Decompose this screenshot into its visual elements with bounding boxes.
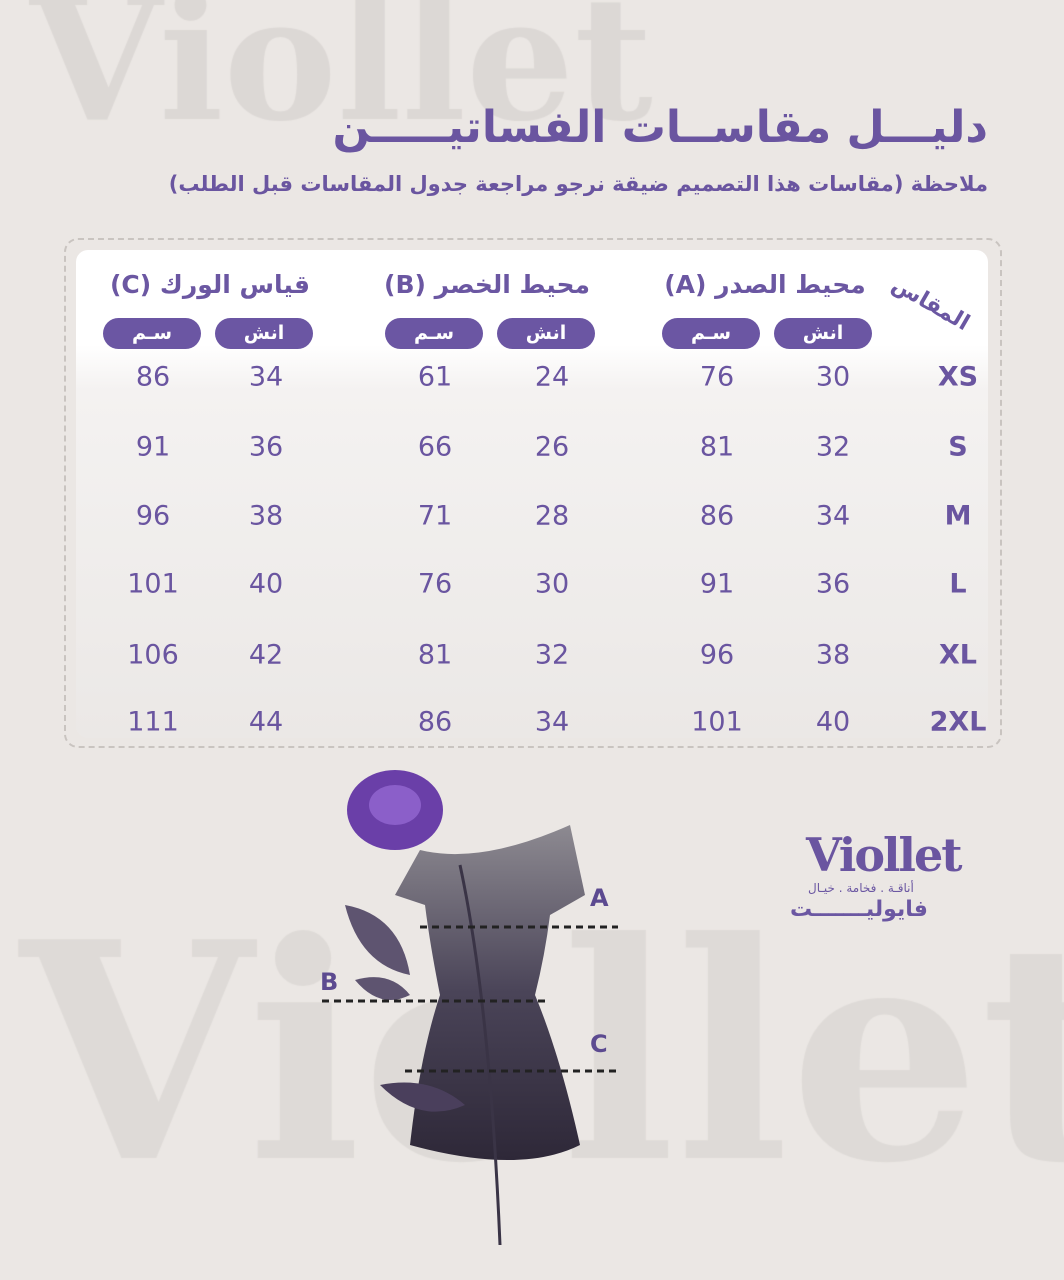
table-cell: 106 (127, 639, 179, 671)
brand-logo: Viollet (806, 828, 963, 882)
table-cell: 76 (417, 568, 453, 600)
table-cell: 44 (248, 706, 284, 738)
table-cell: 111 (127, 706, 179, 738)
unit-pill-inch: انش (497, 318, 595, 349)
leaf-icon (355, 977, 410, 1000)
table-cell: 28 (534, 500, 570, 532)
table-cell: 81 (417, 639, 453, 671)
size-label: S (948, 431, 968, 463)
unit-pill-inch: انش (774, 318, 872, 349)
unit-pill-cm: سـم (103, 318, 201, 349)
unit-pill-cm: سـم (662, 318, 760, 349)
table-frame (64, 238, 1002, 748)
column-group-header: قياس الورك (C) (109, 270, 311, 299)
unit-pill-inch: انش (215, 318, 313, 349)
table-cell: 34 (815, 500, 851, 532)
table-cell: 36 (248, 431, 284, 463)
table-cell: 40 (248, 568, 284, 600)
size-label: L (949, 568, 967, 600)
table-cell: 96 (135, 500, 171, 532)
table-cell: 66 (417, 431, 453, 463)
table-cell: 32 (815, 431, 851, 463)
table-cell: 96 (699, 639, 735, 671)
brand-arabic-name: فايوليـــــــت (790, 897, 928, 922)
table-cell: 86 (417, 706, 453, 738)
brand-tagline: أناقـة . فخامة . خيـال (808, 881, 914, 895)
table-cell: 101 (127, 568, 179, 600)
table-cell: 81 (699, 431, 735, 463)
table-cell: 34 (248, 361, 284, 393)
table-cell: 30 (534, 568, 570, 600)
size-note: ملاحظة (مقاسات هذا التصميم ضيقة نرجو مرا… (168, 172, 988, 196)
table-cell: 101 (691, 706, 743, 738)
table-cell: 42 (248, 639, 284, 671)
label-b: B (320, 968, 339, 996)
size-label: 2XL (929, 706, 987, 738)
size-label: M (944, 500, 972, 532)
table-cell: 38 (248, 500, 284, 532)
table-cell: 76 (699, 361, 735, 393)
rose-center (369, 785, 421, 825)
table-cell: 36 (815, 568, 851, 600)
table-cell: 34 (534, 706, 570, 738)
label-c: C (590, 1030, 608, 1058)
table-cell: 91 (699, 568, 735, 600)
table-cell: 32 (534, 639, 570, 671)
table-cell: 26 (534, 431, 570, 463)
table-cell: 61 (417, 361, 453, 393)
page-title: دليـــل مقاســات الفساتيـــــن (332, 102, 988, 153)
size-label: XS (937, 361, 979, 393)
table-cell: 71 (417, 500, 453, 532)
leaf-icon (380, 1082, 465, 1112)
unit-pill-cm: سـم (385, 318, 483, 349)
leaf-icon (345, 905, 410, 975)
table-cell: 91 (135, 431, 171, 463)
column-group-header: محيط الخصر (B) (384, 270, 590, 299)
size-label: XL (938, 639, 978, 671)
rose-stem-icon (458, 864, 502, 1246)
table-cell: 86 (699, 500, 735, 532)
table-cell: 40 (815, 706, 851, 738)
table-cell: 86 (135, 361, 171, 393)
label-a: A (590, 884, 609, 912)
table-cell: 38 (815, 639, 851, 671)
column-group-header: محيط الصدر (A) (664, 270, 866, 299)
table-cell: 30 (815, 361, 851, 393)
table-cell: 24 (534, 361, 570, 393)
dress-shape (395, 825, 585, 1160)
dress-illustration (322, 770, 618, 1246)
